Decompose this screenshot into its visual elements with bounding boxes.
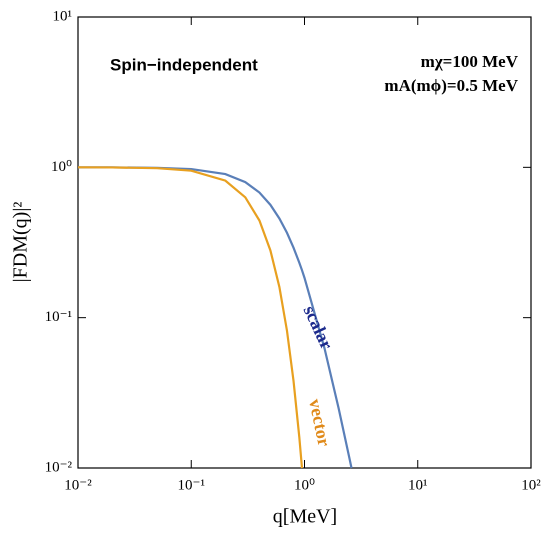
x-axis-label: q[MeV] bbox=[273, 506, 337, 528]
line-series bbox=[77, 166, 353, 469]
x-tick-label: 10² bbox=[521, 477, 541, 493]
annotation: Spin−independent bbox=[110, 55, 258, 74]
y-axis-label: |FDM(q)|² bbox=[10, 202, 32, 283]
annotation: mχ=100 MeV bbox=[421, 52, 519, 71]
y-tick-label: 10⁻² bbox=[45, 459, 73, 475]
x-tick-label: 10⁻¹ bbox=[178, 477, 205, 493]
series-label: vector bbox=[305, 397, 335, 448]
y-tick-label: 10¹ bbox=[53, 8, 73, 24]
x-tick-label: 10⁻² bbox=[64, 477, 92, 493]
x-tick-label: 10⁰ bbox=[294, 477, 315, 493]
line-series bbox=[77, 166, 304, 469]
y-tick-label: 10⁰ bbox=[51, 159, 72, 175]
annotation: mA(mϕ)=0.5 MeV bbox=[384, 76, 518, 95]
y-tick-label: 10⁻¹ bbox=[45, 309, 72, 325]
x-tick-label: 10¹ bbox=[408, 477, 428, 493]
series-label: scalar bbox=[300, 302, 338, 352]
